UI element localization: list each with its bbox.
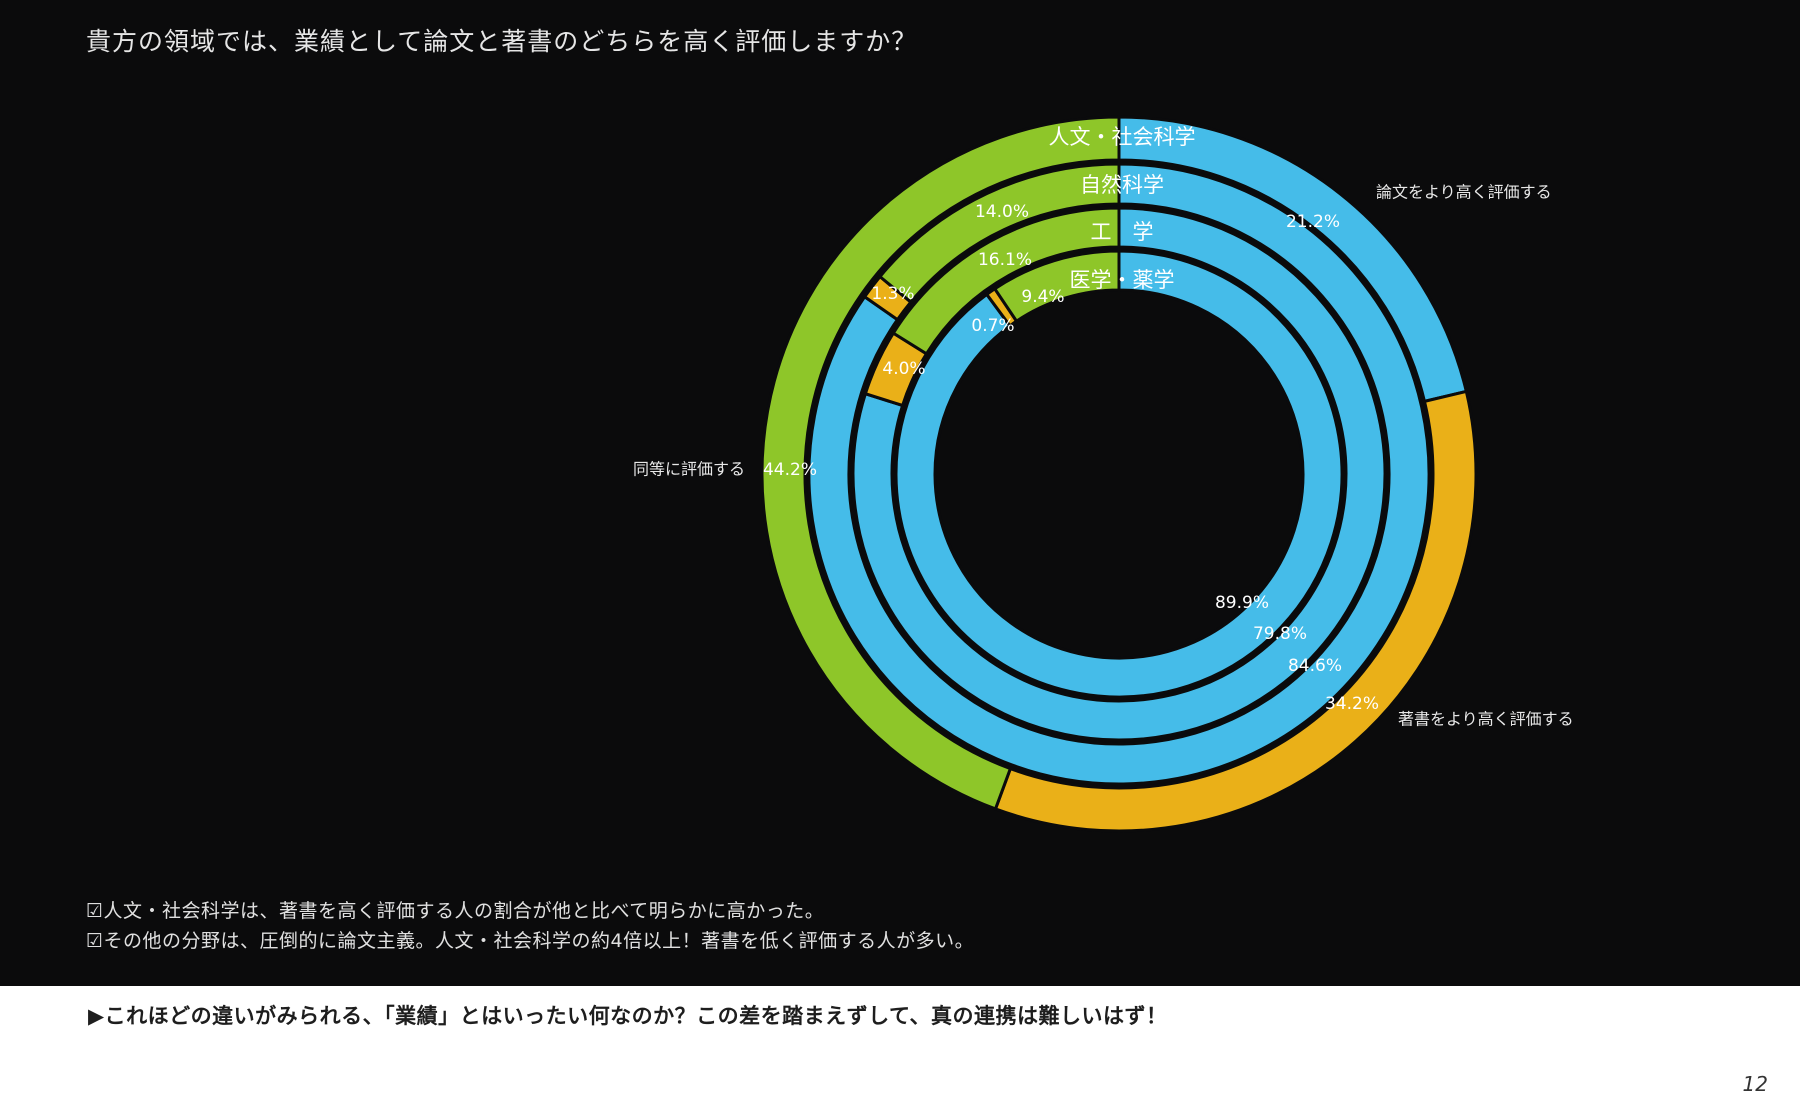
value-label-4-1: 89.9% bbox=[1215, 593, 1269, 613]
slice-4-1 bbox=[894, 249, 1344, 699]
value-label-2-1: 84.6% bbox=[1288, 656, 1342, 676]
value-label-2-3: 14.0% bbox=[975, 202, 1029, 222]
ring-label-2: 自然科学 bbox=[1080, 173, 1164, 197]
value-label-1-2: 34.2% bbox=[1325, 694, 1379, 714]
slice-4-3 bbox=[992, 249, 1121, 324]
slice-3-3 bbox=[891, 206, 1121, 356]
footer-message: ▶これほどの違いがみられる、「業績」とはいったい何なのか？この差を踏まえずして、… bbox=[88, 1004, 1168, 1028]
slice-3-1 bbox=[851, 206, 1387, 742]
value-label-1-1: 21.2% bbox=[1286, 212, 1340, 232]
slice-2-3 bbox=[877, 162, 1121, 305]
value-label-3-3: 16.1% bbox=[978, 250, 1032, 270]
category-label-3: 同等に評価する bbox=[633, 460, 745, 479]
slice-1-3 bbox=[760, 115, 1121, 811]
ring-label-4: 医学・薬学 bbox=[1070, 268, 1175, 292]
category-label-1: 論文をより高く評価する bbox=[1376, 183, 1552, 202]
note-line-1: ☑人文・社会科学は、著書を高く評価する人の割合が他と比べて明らかに高かった。 bbox=[86, 900, 825, 922]
value-label-1-3: 44.2% bbox=[763, 460, 817, 480]
ring-label-1: 人文・社会科学 bbox=[1049, 125, 1196, 149]
category-label-2: 著書をより高く評価する bbox=[1398, 710, 1574, 729]
ring-label-3: 工 学 bbox=[1091, 220, 1154, 244]
value-label-4-3: 9.4% bbox=[1021, 287, 1064, 307]
slice-2-1 bbox=[807, 162, 1431, 786]
value-label-3-1: 79.8% bbox=[1253, 624, 1307, 644]
value-label-2-2: 1.3% bbox=[871, 284, 914, 304]
note-line-2: ☑その他の分野は、圧倒的に論文主義。人文・社会科学の約4倍以上！著書を低く評価す… bbox=[86, 930, 975, 952]
chart-title: 貴方の領域では、業績として論文と著書のどちらを高く評価しますか？ bbox=[86, 27, 918, 56]
page-number: 12 bbox=[1742, 1072, 1768, 1096]
value-label-3-2: 4.0% bbox=[882, 359, 925, 379]
value-label-4-2: 0.7% bbox=[971, 316, 1014, 336]
